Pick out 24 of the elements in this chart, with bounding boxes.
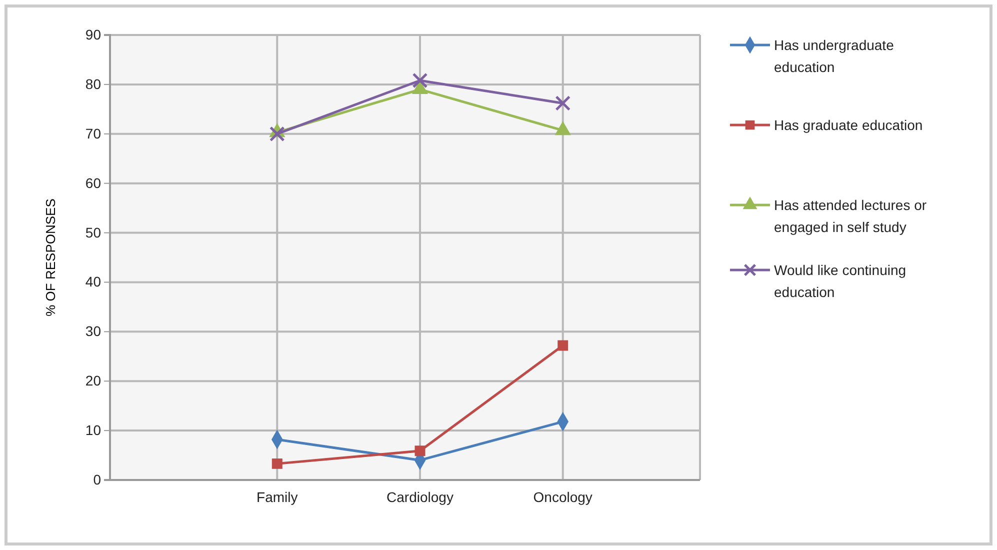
legend-label: Has undergraduate education (774, 37, 894, 75)
point (414, 446, 426, 456)
point (555, 96, 571, 111)
y-tick-label: 30 (85, 323, 102, 340)
y-tick-label: 0 (93, 471, 102, 488)
y-tick-label: 60 (85, 174, 102, 191)
y-tick-label: 20 (85, 372, 102, 389)
y-tick-label: 70 (85, 125, 102, 142)
y-tick-label: 40 (85, 274, 102, 290)
y-axis-title: % OF RESPONSES (43, 198, 58, 316)
point (558, 340, 568, 351)
legend-label: Would like continuing education (774, 262, 906, 300)
legend-label: Has graduate education (774, 117, 923, 133)
legend-label: Has attended lectures or engaged in self study (774, 197, 927, 235)
y-tick-label: 50 (85, 224, 102, 240)
point (272, 458, 282, 469)
x-tick-label: Family (256, 488, 298, 505)
y-tick-label: 10 (85, 422, 102, 438)
y-tick-label: 80 (85, 76, 102, 92)
point (269, 126, 285, 142)
x-tick-label: Oncology (533, 488, 592, 505)
x-tick-label: Cardiology (386, 488, 454, 505)
y-tick-label: 90 (85, 26, 102, 42)
point (412, 72, 428, 88)
